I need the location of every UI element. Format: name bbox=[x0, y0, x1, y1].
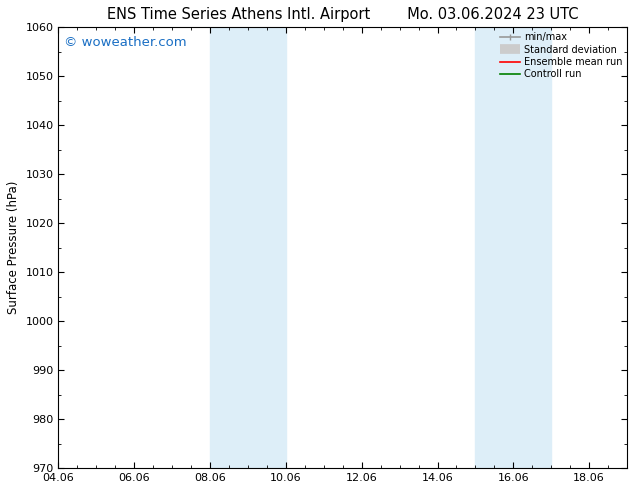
Bar bbox=[210, 27, 286, 468]
Bar bbox=[476, 27, 551, 468]
Title: ENS Time Series Athens Intl. Airport        Mo. 03.06.2024 23 UTC: ENS Time Series Athens Intl. Airport Mo.… bbox=[107, 7, 578, 22]
Y-axis label: Surface Pressure (hPa): Surface Pressure (hPa) bbox=[7, 181, 20, 315]
Text: © woweather.com: © woweather.com bbox=[64, 36, 187, 49]
Legend: min/max, Standard deviation, Ensemble mean run, Controll run: min/max, Standard deviation, Ensemble me… bbox=[498, 29, 625, 82]
